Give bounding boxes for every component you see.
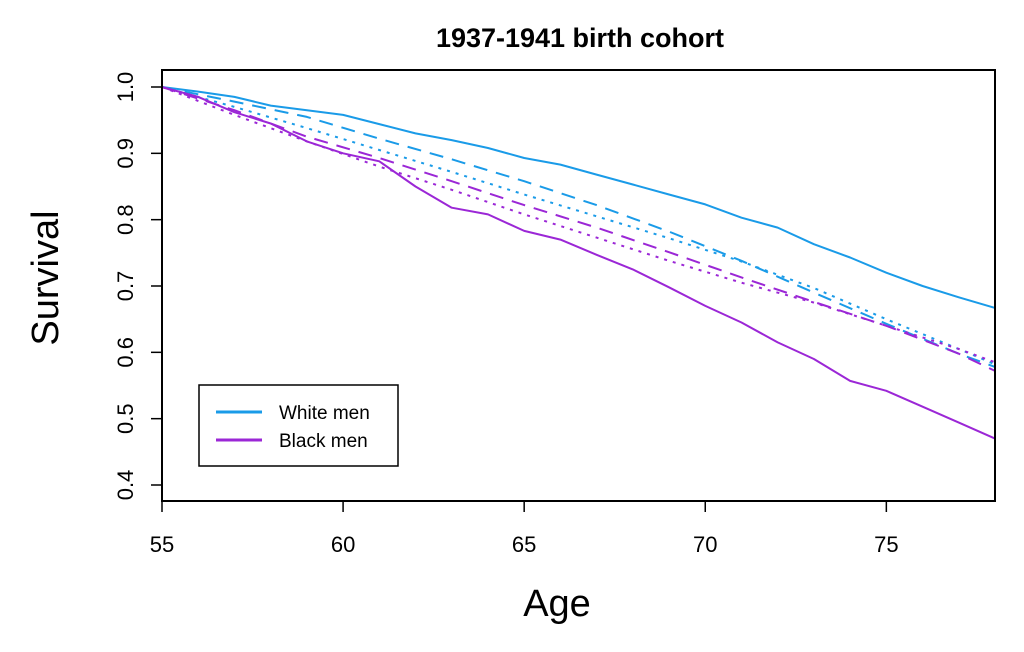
legend: White men Black men [198, 384, 399, 467]
x-tick-label: 75 [874, 532, 898, 557]
y-tick-label: 0.9 [113, 138, 138, 169]
series-line-white-men-dashed [161, 86, 996, 368]
x-tick-label: 65 [512, 532, 536, 557]
y-axis-label: Survival [25, 210, 67, 345]
x-axis: 55 60 65 70 75 [150, 501, 899, 557]
series-line-white-men-solid [161, 86, 996, 309]
y-tick-label: 0.4 [113, 470, 138, 501]
legend-box [198, 384, 399, 467]
x-tick-label: 60 [331, 532, 355, 557]
y-tick-label: 1.0 [113, 72, 138, 103]
y-axis: 0.4 0.5 0.6 0.7 0.8 0.9 1.0 [113, 72, 162, 501]
chart-title: 1937-1941 birth cohort [436, 23, 724, 53]
y-tick-label: 0.8 [113, 204, 138, 235]
series-line-white-men-dotted [161, 86, 996, 366]
series-line-black-men-dashed [161, 86, 996, 372]
x-tick-label: 55 [150, 532, 174, 557]
series-line-black-men-solid [161, 86, 996, 440]
y-tick-label: 0.7 [113, 271, 138, 302]
x-tick-label: 70 [693, 532, 717, 557]
legend-label-black-men: Black men [279, 431, 368, 452]
x-axis-label: Age [523, 583, 591, 625]
series-line-black-men-dotted [161, 86, 996, 364]
y-tick-label: 0.5 [113, 403, 138, 434]
y-tick-label: 0.6 [113, 337, 138, 368]
series-layer [161, 86, 996, 440]
legend-label-white-men: White men [279, 403, 370, 424]
